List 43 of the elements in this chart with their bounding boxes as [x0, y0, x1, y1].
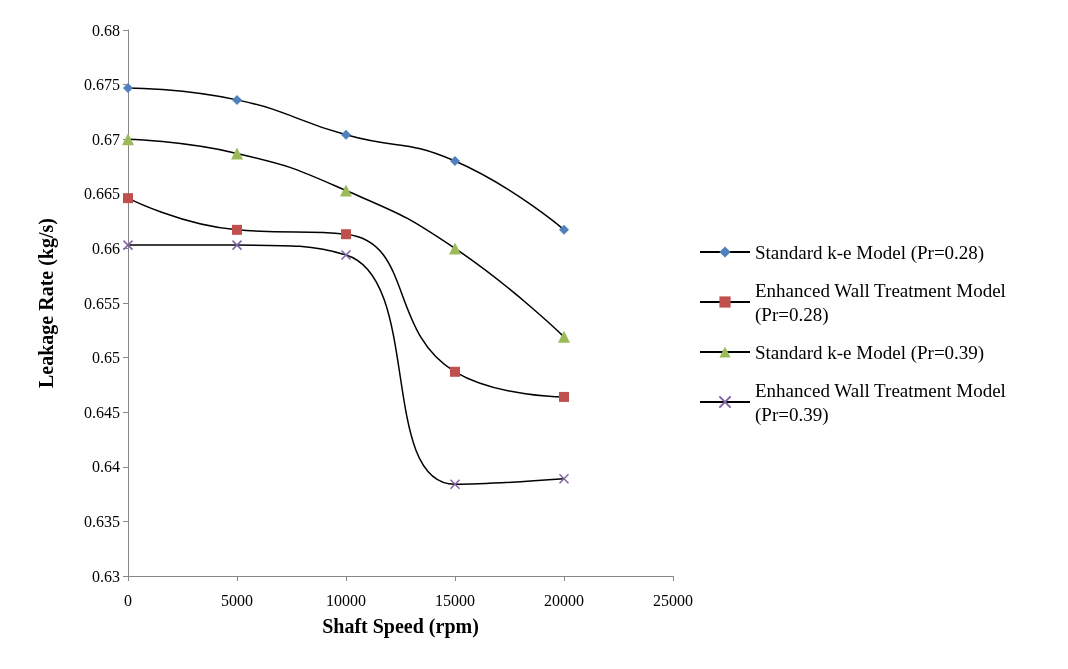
- x-tick-label: 15000: [435, 591, 475, 609]
- y-tick-label: 0.66: [92, 239, 120, 257]
- legend-label: Standard k-e Model (Pr=0.28): [755, 241, 985, 264]
- point: [558, 330, 570, 343]
- point: [450, 156, 460, 167]
- legend-label: Enhanced Wall Treatment Model (Pr=0.39): [755, 379, 1011, 426]
- point: [123, 193, 133, 204]
- point: [340, 184, 352, 197]
- y-tick-label: 0.67: [92, 130, 120, 148]
- point: [449, 479, 461, 490]
- x-tick-label: 20000: [544, 591, 584, 609]
- legend-label: Enhanced Wall Treatment Model (Pr=0.28): [755, 279, 1011, 326]
- y-tick-label: 0.64: [92, 458, 120, 476]
- x-axis-title: Shaft Speed (rpm): [322, 615, 479, 638]
- point: [123, 82, 133, 93]
- point: [232, 94, 242, 105]
- point: [449, 242, 461, 255]
- x-tick-label: 5000: [221, 591, 253, 609]
- y-tick-label: 0.675: [84, 76, 120, 94]
- point: [340, 249, 352, 261]
- point: [122, 239, 134, 251]
- point: [231, 147, 243, 160]
- y-tick-label: 0.635: [84, 512, 120, 530]
- x-tick-label: 25000: [653, 591, 693, 609]
- point: [231, 239, 243, 251]
- point: [341, 229, 351, 240]
- point: [450, 366, 460, 377]
- point: [559, 391, 569, 402]
- y-tick-label: 0.63: [92, 567, 120, 585]
- point: [558, 473, 570, 485]
- y-tick-label: 0.68: [92, 21, 120, 39]
- y-tick-label: 0.645: [84, 403, 120, 421]
- legend-label: Standard k-e Model (Pr=0.39): [755, 341, 985, 364]
- point: [341, 129, 351, 140]
- point: [559, 224, 569, 235]
- point: [122, 133, 134, 146]
- y-tick-label: 0.665: [84, 185, 120, 203]
- x-tick-label: 0: [124, 591, 132, 609]
- y-tick-label: 0.65: [92, 349, 120, 367]
- y-tick-label: 0.655: [84, 294, 120, 312]
- point: [232, 224, 242, 235]
- y-axis-title: Leakage Rate (kg/s): [35, 218, 58, 388]
- x-tick-label: 10000: [326, 591, 366, 609]
